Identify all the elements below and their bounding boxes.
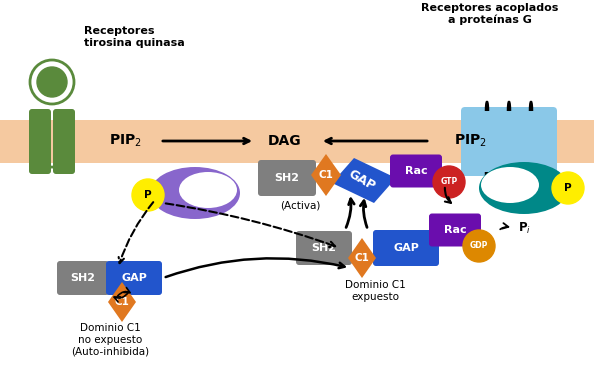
Bar (0, 120, 594, 163)
Circle shape (433, 166, 465, 198)
FancyBboxPatch shape (461, 107, 491, 176)
Text: Receptores acoplados
a proteínas G: Receptores acoplados a proteínas G (421, 3, 559, 25)
Text: Dominio C1
no expuesto
(Auto-inhibida): Dominio C1 no expuesto (Auto-inhibida) (71, 323, 149, 356)
Text: C1: C1 (115, 297, 129, 307)
Ellipse shape (179, 172, 237, 208)
Text: P$_i$: P$_i$ (518, 220, 531, 235)
Text: PIP$_2$: PIP$_2$ (454, 133, 486, 149)
Text: GTP: GTP (440, 178, 457, 186)
FancyBboxPatch shape (505, 107, 535, 176)
FancyBboxPatch shape (390, 155, 442, 187)
FancyBboxPatch shape (527, 107, 557, 176)
FancyBboxPatch shape (106, 261, 162, 295)
Polygon shape (108, 282, 136, 322)
FancyBboxPatch shape (373, 230, 439, 266)
FancyBboxPatch shape (29, 109, 51, 174)
FancyBboxPatch shape (53, 109, 75, 174)
Text: GAP: GAP (121, 273, 147, 283)
FancyBboxPatch shape (258, 160, 316, 196)
Text: GDP: GDP (470, 242, 488, 251)
Circle shape (37, 67, 67, 97)
Text: P: P (564, 183, 572, 193)
Text: Rac: Rac (405, 166, 427, 176)
Text: GAP: GAP (393, 243, 419, 253)
FancyBboxPatch shape (429, 214, 481, 246)
Circle shape (30, 60, 74, 104)
FancyBboxPatch shape (483, 107, 513, 176)
Polygon shape (348, 238, 376, 278)
Circle shape (552, 172, 584, 204)
Text: Receptores
tirosina quinasa: Receptores tirosina quinasa (84, 26, 185, 48)
Text: SH2: SH2 (274, 173, 299, 183)
Text: PLC$\gamma$: PLC$\gamma$ (193, 186, 223, 200)
Text: Dominio C1
expuesto: Dominio C1 expuesto (345, 280, 405, 302)
Text: DAG: DAG (268, 134, 302, 148)
Polygon shape (332, 158, 396, 203)
Circle shape (463, 230, 495, 262)
Ellipse shape (150, 167, 240, 219)
Ellipse shape (479, 162, 569, 214)
Circle shape (132, 179, 164, 211)
Text: C1: C1 (355, 253, 369, 263)
FancyBboxPatch shape (57, 261, 109, 295)
Text: PIP$_2$: PIP$_2$ (109, 133, 141, 149)
FancyBboxPatch shape (296, 231, 352, 265)
Polygon shape (311, 154, 341, 196)
Text: GAP: GAP (346, 167, 378, 193)
Text: C1: C1 (318, 170, 333, 180)
Text: (Activa): (Activa) (280, 200, 320, 210)
Text: P: P (144, 190, 152, 200)
Text: PLC$\beta$: PLC$\beta$ (495, 181, 525, 195)
Ellipse shape (481, 167, 539, 203)
Text: Rac: Rac (444, 225, 466, 235)
Text: SH2: SH2 (311, 243, 336, 253)
Text: SH2: SH2 (71, 273, 96, 283)
